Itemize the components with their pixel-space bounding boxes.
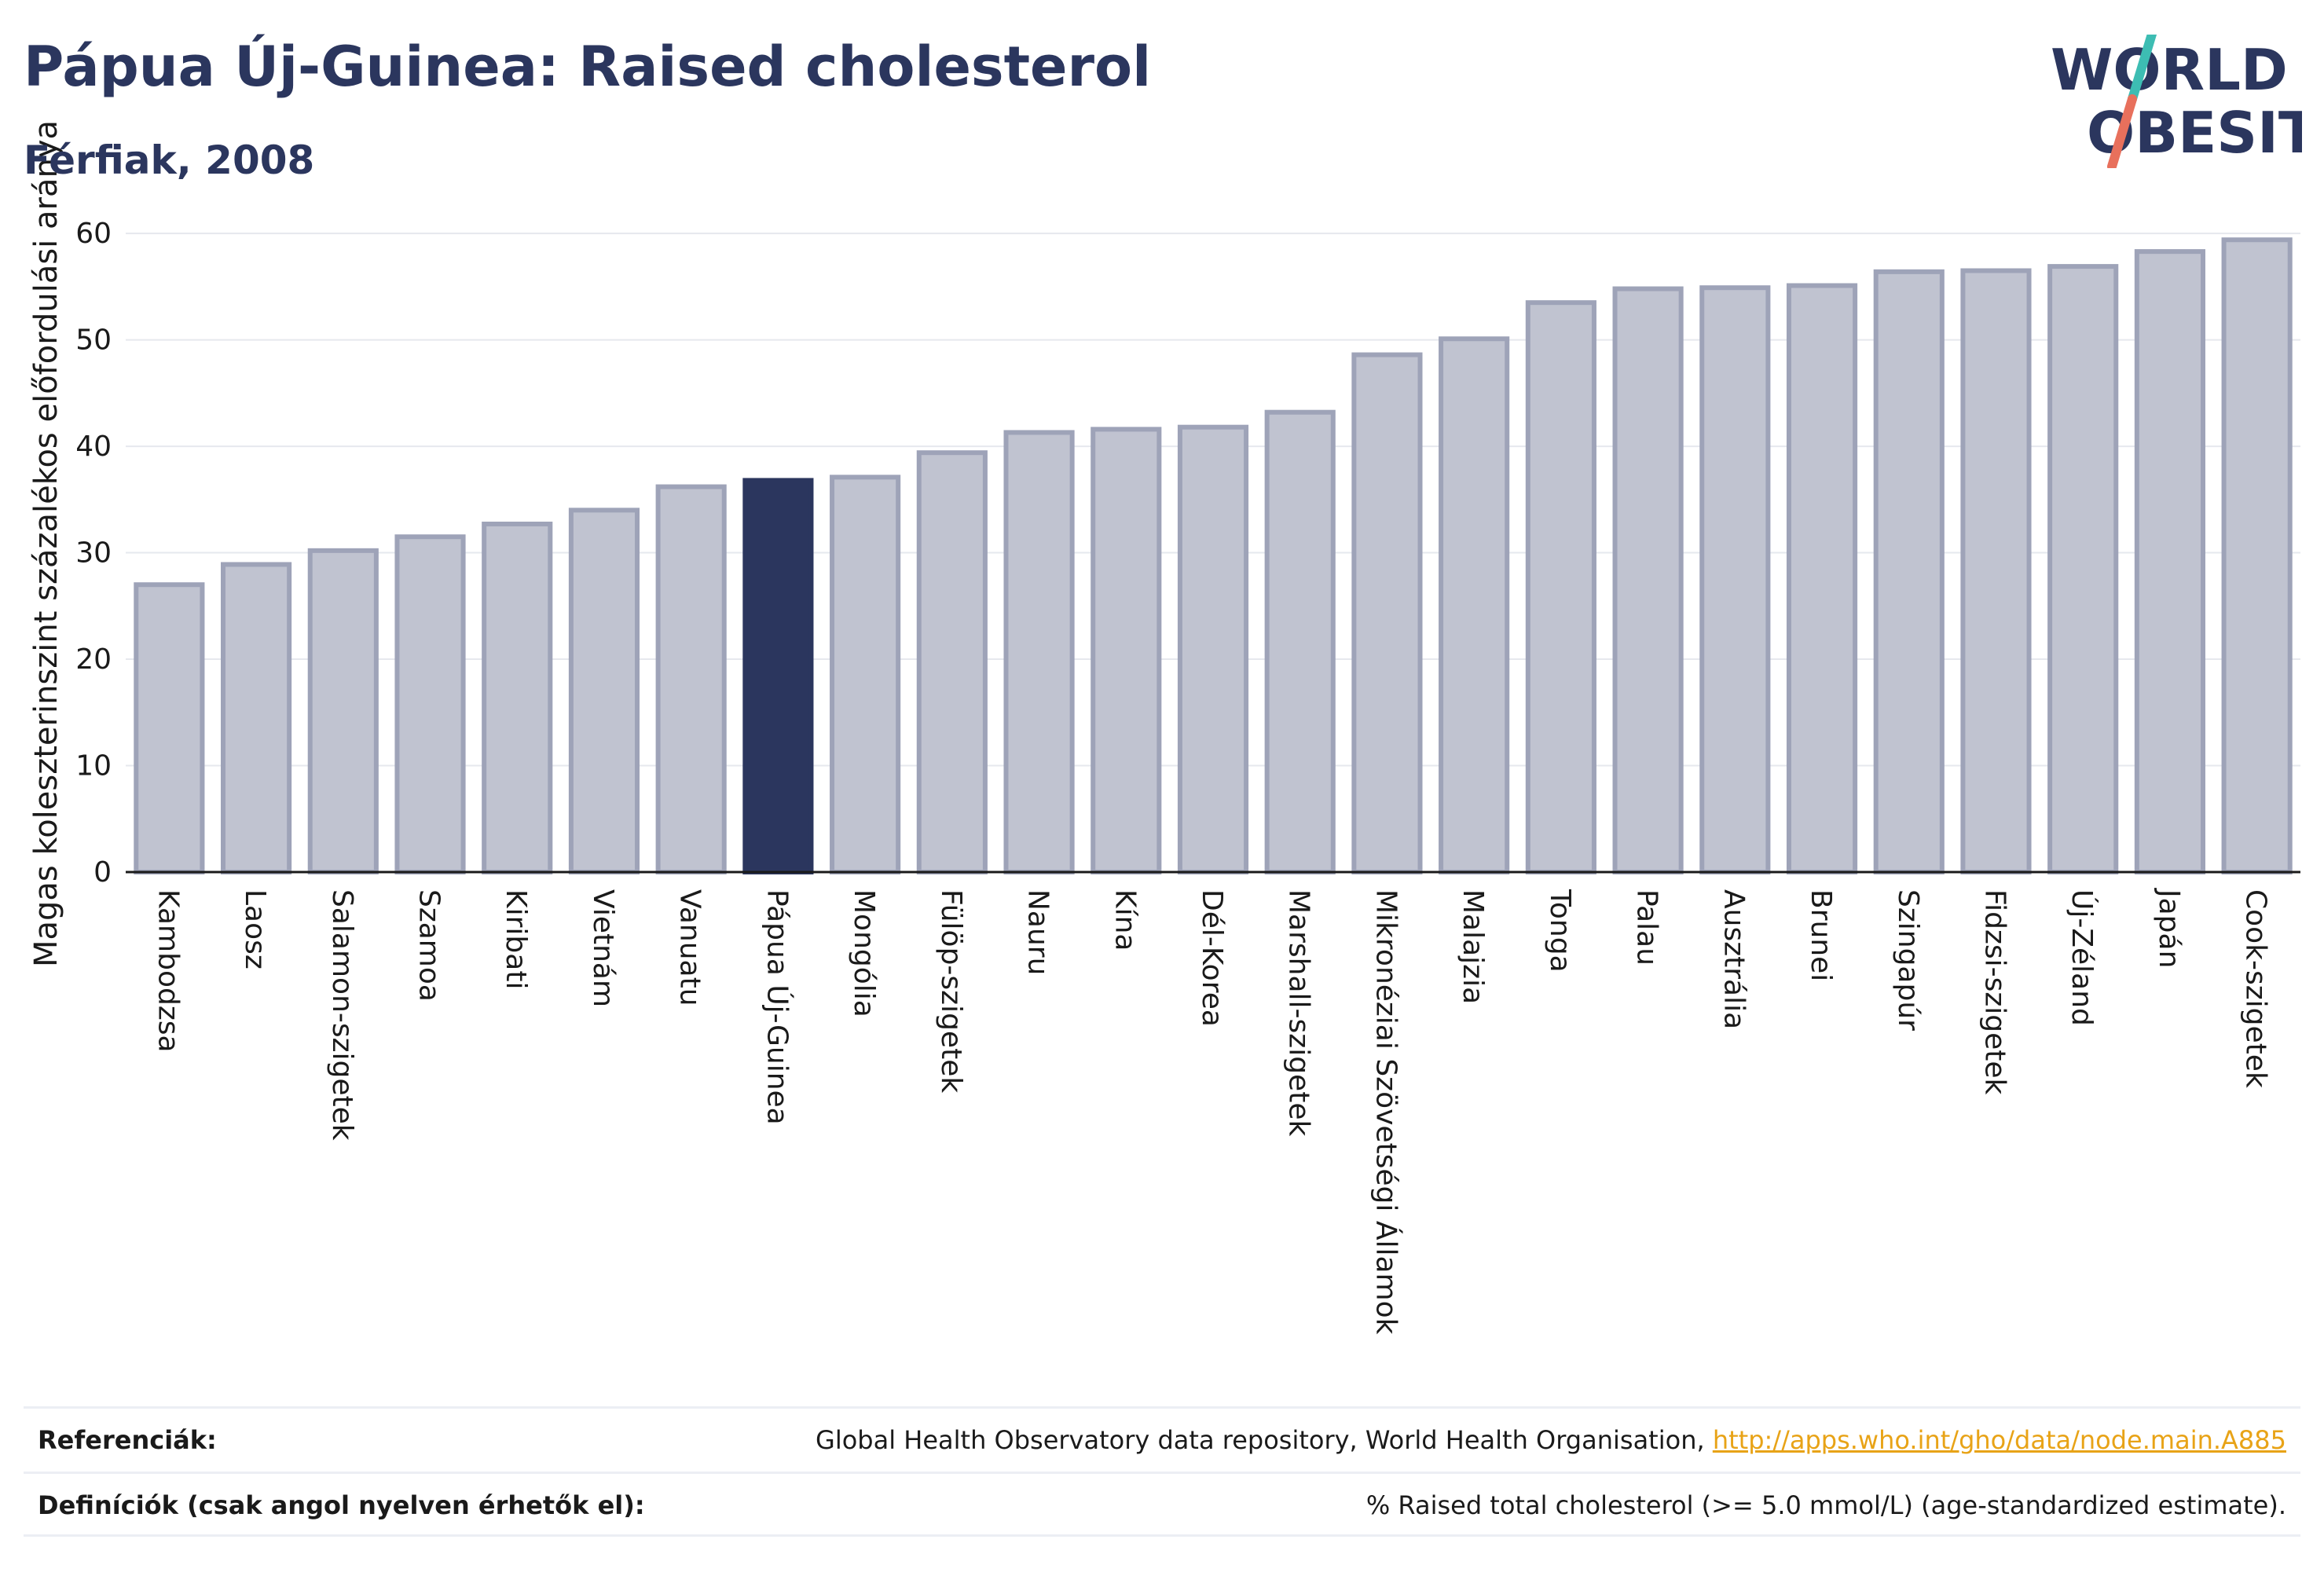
x-tick-label: Mikronéziai Szövetségi Államok [1369,889,1402,1335]
bar [830,475,901,875]
x-tick-label: Szingapúr [1892,889,1924,1031]
bar [394,534,466,875]
bar [1525,300,1596,874]
bar [1960,268,2032,875]
definitions-label: Definíciók (csak angol nyelven érhetők e… [38,1490,645,1520]
bar-chart: 0 10 20 30 40 50 60 Kambodzsa Laosz Salamon-szig… [28,120,2300,1335]
x-tick-label: Vanuatu [674,889,706,1006]
references-value: Global Health Observatory data repositor… [816,1425,2300,1455]
bar [916,450,988,874]
footer-divider [24,1534,2300,1537]
logo-slash-red [2107,94,2137,168]
bar [307,548,379,874]
x-tick-label: Fülöp-szigetek [935,889,967,1093]
world-obesity-logo: WORLD OBESITY [2051,35,2302,168]
references-link[interactable]: http://apps.who.int/gho/data/node.main.A… [1712,1425,2286,1455]
x-tick-label: Kiribati [500,889,532,989]
references-text: Global Health Observatory data repositor… [816,1425,1713,1455]
x-tick-label: Ausztrália [1717,889,1750,1029]
x-tick-label: Brunei [1805,889,1837,981]
bar [1439,336,1510,874]
x-tick-label: Palau [1631,889,1663,966]
bar [2047,264,2119,874]
x-tick-label: Salamon-szigetek [326,889,358,1141]
x-tick-label: Vietnám [587,889,619,1007]
bar [1699,285,1771,874]
bar [134,582,205,874]
y-axis-ticks: 0 10 20 30 40 50 60 [75,218,112,889]
x-tick-label: Nauru [1022,889,1054,975]
y-tick-label: 10 [75,750,112,783]
x-tick-label: Kambodzsa [152,889,184,1053]
logo-line-1: WORLD [2051,37,2288,103]
x-tick-label: Pápua Új-Guinea [761,889,794,1125]
bar [1351,352,1423,874]
references-label: Referenciák: [38,1425,217,1455]
bars [134,237,2293,875]
x-tick-label: Új-Zéland [2066,889,2099,1026]
x-tick-label: Malajzia [1457,889,1489,1004]
x-tick-label: Kína [1109,889,1141,951]
bar [1264,409,1336,874]
x-axis-ticks: Kambodzsa Laosz Salamon-szigetek Szamoa Kiri… [152,888,2271,1335]
x-tick-label: Dél-Korea [1196,889,1228,1027]
bar [742,478,814,875]
bar [2221,237,2293,874]
x-tick-label: Tonga [1544,889,1576,973]
bar [221,562,292,874]
bar [482,521,553,874]
x-tick-label: Laosz [239,889,271,969]
x-tick-label: Marshall-szigetek [1283,889,1315,1136]
definitions-value: % Raised total cholesterol (>= 5.0 mmol/… [1365,1490,2286,1520]
bar [568,508,640,875]
bar [1177,424,1249,874]
x-tick-label: Cook-szigetek [2240,889,2272,1088]
x-tick-label: Fidzsi-szigetek [1978,889,2011,1095]
y-tick-label: 40 [75,431,112,463]
bar [1873,269,1945,874]
bar [1091,427,1162,874]
chart-title: Pápua Új-Guinea: Raised cholesterol [24,35,1152,99]
y-tick-label: 0 [93,856,112,889]
y-axis-label: Magas koleszterinszint százalékos előfor… [28,120,64,967]
y-tick-label: 60 [75,218,112,250]
bar [1003,430,1075,874]
x-tick-label: Szamoa [413,889,445,1002]
bar [2134,249,2205,874]
footer-definitions-row: Definíciók (csak angol nyelven érhetők e… [24,1472,2300,1537]
x-tick-label: Mongólia [848,889,880,1017]
logo-slash-teal [2128,35,2157,104]
y-tick-label: 30 [75,537,112,570]
y-tick-label: 50 [75,324,112,357]
footer-references-row: Referenciák: Global Health Observatory d… [24,1406,2300,1472]
chart-subtitle: Férfiak, 2008 [24,137,315,183]
bar [1612,286,1684,874]
y-tick-label: 20 [75,643,112,676]
x-tick-label: Japán [2153,888,2185,968]
bar [1786,283,1858,874]
bar [655,484,727,874]
